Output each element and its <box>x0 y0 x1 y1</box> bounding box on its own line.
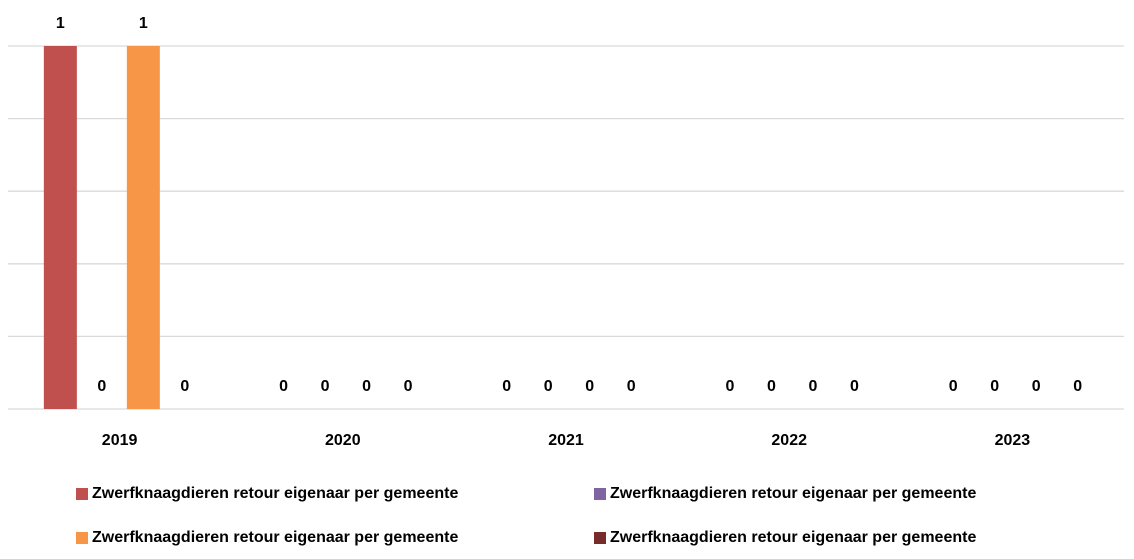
data-label: 0 <box>97 378 106 395</box>
data-label: 0 <box>404 378 413 395</box>
legend-swatch <box>76 488 88 500</box>
data-label: 0 <box>990 378 999 395</box>
data-label: 0 <box>1032 378 1041 395</box>
data-label: 0 <box>725 378 734 395</box>
x-tick-label: 2020 <box>325 432 361 449</box>
data-label: 0 <box>502 378 511 395</box>
legend-swatch <box>594 488 606 500</box>
legend-label: Zwerfknaagdieren retour eigenaar per gem… <box>92 529 458 546</box>
data-label: 0 <box>180 378 189 395</box>
data-label: 0 <box>850 378 859 395</box>
x-tick-label: 2021 <box>548 432 584 449</box>
bar <box>126 46 160 409</box>
data-label: 1 <box>139 15 148 32</box>
data-label: 0 <box>808 378 817 395</box>
data-label: 0 <box>279 378 288 395</box>
legend-swatch <box>76 532 88 544</box>
legend-label: Zwerfknaagdieren retour eigenaar per gem… <box>610 529 976 546</box>
data-label: 0 <box>585 378 594 395</box>
x-tick-label: 2019 <box>102 432 138 449</box>
data-label: 1 <box>56 15 65 32</box>
bar <box>43 46 77 409</box>
legend-swatch <box>594 532 606 544</box>
data-label: 0 <box>362 378 371 395</box>
data-label: 0 <box>321 378 330 395</box>
legend-label: Zwerfknaagdieren retour eigenaar per gem… <box>610 485 976 502</box>
data-label: 0 <box>627 378 636 395</box>
x-tick-label: 2023 <box>995 432 1031 449</box>
x-tick-label: 2022 <box>771 432 807 449</box>
data-label: 0 <box>767 378 776 395</box>
data-label: 0 <box>1073 378 1082 395</box>
legend-label: Zwerfknaagdieren retour eigenaar per gem… <box>92 485 458 502</box>
data-label: 0 <box>949 378 958 395</box>
data-label: 0 <box>544 378 553 395</box>
